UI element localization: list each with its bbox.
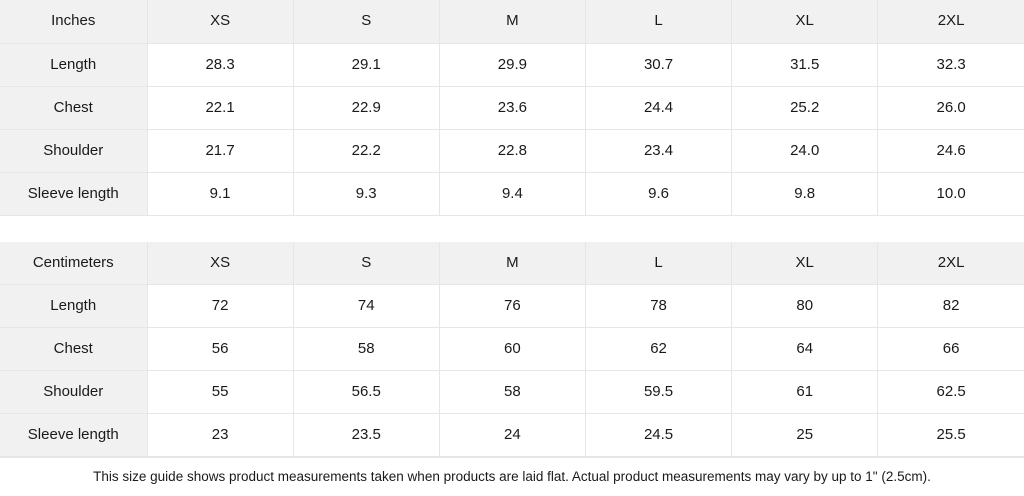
cell-sleeve-xl: 25 bbox=[731, 413, 879, 457]
header-row: Centimeters XS S M L XL 2XL bbox=[0, 241, 1024, 285]
column-header-s: S bbox=[292, 0, 440, 44]
cell-length-l: 30.7 bbox=[584, 42, 733, 87]
cell-chest-xs: 56 bbox=[146, 327, 294, 371]
cell-sleeve-m: 9.4 bbox=[438, 171, 586, 216]
cell-length-2xl: 32.3 bbox=[877, 42, 1024, 87]
table-body-centimeters: Length 72 74 76 78 80 82 Chest 56 58 60 … bbox=[0, 284, 1024, 457]
cell-shoulder-s: 22.2 bbox=[292, 128, 440, 173]
cell-sleeve-xl: 9.8 bbox=[731, 171, 879, 216]
unit-label-inches: Inches bbox=[0, 0, 148, 44]
table-body-inches: Length 28.3 29.1 29.9 30.7 31.5 32.3 Che… bbox=[0, 42, 1024, 216]
size-table-centimeters: Centimeters XS S M L XL 2XL Length 72 74… bbox=[0, 241, 1024, 457]
row-label-shoulder: Shoulder bbox=[0, 128, 148, 173]
table-row: Shoulder 55 56.5 58 59.5 61 62.5 bbox=[0, 370, 1024, 414]
cell-shoulder-xs: 55 bbox=[146, 370, 294, 414]
cell-chest-s: 22.9 bbox=[292, 85, 440, 130]
cell-length-s: 29.1 bbox=[292, 42, 440, 87]
row-label-length: Length bbox=[0, 284, 148, 328]
cell-shoulder-xl: 24.0 bbox=[731, 128, 879, 173]
cell-length-s: 74 bbox=[292, 284, 440, 328]
column-header-l: L bbox=[584, 0, 733, 44]
column-header-2xl: 2XL bbox=[877, 0, 1024, 44]
cell-chest-2xl: 26.0 bbox=[877, 85, 1024, 130]
cell-sleeve-2xl: 10.0 bbox=[877, 171, 1024, 216]
column-header-xs: XS bbox=[146, 0, 294, 44]
cell-length-xl: 80 bbox=[731, 284, 879, 328]
column-header-s: S bbox=[292, 241, 440, 285]
cell-length-m: 29.9 bbox=[438, 42, 586, 87]
column-header-m: M bbox=[438, 0, 586, 44]
cell-shoulder-2xl: 62.5 bbox=[877, 370, 1024, 414]
row-label-chest: Chest bbox=[0, 327, 148, 371]
cell-shoulder-l: 59.5 bbox=[584, 370, 733, 414]
cell-length-xs: 72 bbox=[146, 284, 294, 328]
cell-sleeve-s: 23.5 bbox=[292, 413, 440, 457]
table-header-inches: Inches XS S M L XL 2XL bbox=[0, 0, 1024, 44]
cell-chest-m: 23.6 bbox=[438, 85, 586, 130]
cell-chest-xl: 64 bbox=[731, 327, 879, 371]
cell-shoulder-xs: 21.7 bbox=[146, 128, 294, 173]
cell-shoulder-m: 58 bbox=[438, 370, 586, 414]
unit-label-centimeters: Centimeters bbox=[0, 241, 148, 285]
cell-shoulder-xl: 61 bbox=[731, 370, 879, 414]
table-row: Shoulder 21.7 22.2 22.8 23.4 24.0 24.6 bbox=[0, 128, 1024, 173]
cell-chest-l: 24.4 bbox=[584, 85, 733, 130]
cell-length-l: 78 bbox=[584, 284, 733, 328]
header-row: Inches XS S M L XL 2XL bbox=[0, 0, 1024, 44]
cell-chest-m: 60 bbox=[438, 327, 586, 371]
cell-shoulder-2xl: 24.6 bbox=[877, 128, 1024, 173]
cell-chest-xs: 22.1 bbox=[146, 85, 294, 130]
column-header-xs: XS bbox=[146, 241, 294, 285]
cell-sleeve-xs: 23 bbox=[146, 413, 294, 457]
table-row: Length 72 74 76 78 80 82 bbox=[0, 284, 1024, 328]
row-label-shoulder: Shoulder bbox=[0, 370, 148, 414]
cell-length-xs: 28.3 bbox=[146, 42, 294, 87]
cell-shoulder-l: 23.4 bbox=[584, 128, 733, 173]
column-header-l: L bbox=[584, 241, 733, 285]
table-row: Sleeve length 23 23.5 24 24.5 25 25.5 bbox=[0, 413, 1024, 457]
table-row: Chest 22.1 22.9 23.6 24.4 25.2 26.0 bbox=[0, 85, 1024, 130]
cell-chest-2xl: 66 bbox=[877, 327, 1024, 371]
table-row: Sleeve length 9.1 9.3 9.4 9.6 9.8 10.0 bbox=[0, 171, 1024, 216]
row-label-chest: Chest bbox=[0, 85, 148, 130]
table-header-centimeters: Centimeters XS S M L XL 2XL bbox=[0, 241, 1024, 285]
column-header-2xl: 2XL bbox=[877, 241, 1024, 285]
table-row: Length 28.3 29.1 29.9 30.7 31.5 32.3 bbox=[0, 42, 1024, 87]
cell-chest-s: 58 bbox=[292, 327, 440, 371]
cell-sleeve-l: 24.5 bbox=[584, 413, 733, 457]
column-header-xl: XL bbox=[731, 241, 879, 285]
column-header-m: M bbox=[438, 241, 586, 285]
row-label-length: Length bbox=[0, 42, 148, 87]
cell-length-xl: 31.5 bbox=[731, 42, 879, 87]
row-label-sleeve-length: Sleeve length bbox=[0, 413, 148, 457]
size-table-inches: Inches XS S M L XL 2XL Length 28.3 29.1 … bbox=[0, 0, 1024, 216]
row-label-sleeve-length: Sleeve length bbox=[0, 171, 148, 216]
cell-chest-l: 62 bbox=[584, 327, 733, 371]
cell-shoulder-s: 56.5 bbox=[292, 370, 440, 414]
column-header-xl: XL bbox=[731, 0, 879, 44]
cell-chest-xl: 25.2 bbox=[731, 85, 879, 130]
cell-sleeve-s: 9.3 bbox=[292, 171, 440, 216]
cell-shoulder-m: 22.8 bbox=[438, 128, 586, 173]
cell-length-2xl: 82 bbox=[877, 284, 1024, 328]
cell-sleeve-2xl: 25.5 bbox=[877, 413, 1024, 457]
size-guide-footer-note: This size guide shows product measuremen… bbox=[0, 457, 1024, 496]
cell-sleeve-xs: 9.1 bbox=[146, 171, 294, 216]
table-separator bbox=[0, 215, 1024, 242]
footer-note-text: This size guide shows product measuremen… bbox=[93, 469, 931, 485]
table-row: Chest 56 58 60 62 64 66 bbox=[0, 327, 1024, 371]
cell-length-m: 76 bbox=[438, 284, 586, 328]
cell-sleeve-m: 24 bbox=[438, 413, 586, 457]
cell-sleeve-l: 9.6 bbox=[584, 171, 733, 216]
